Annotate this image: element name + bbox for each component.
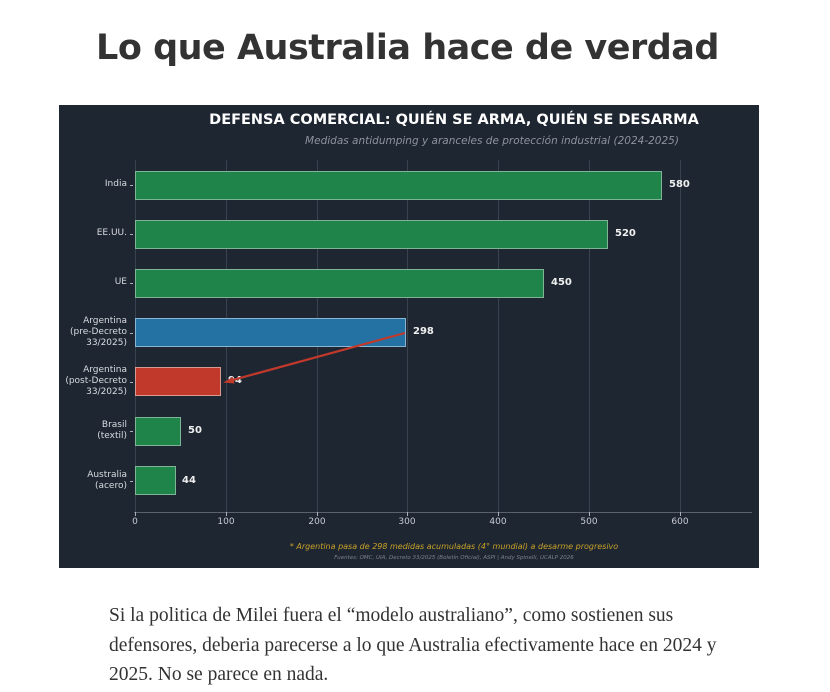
- chart-title: DEFENSA COMERCIAL: QUIÉN SE ARMA, QUIÉN …: [209, 112, 699, 128]
- x-axis: [134, 512, 752, 513]
- x-tick: [680, 512, 681, 516]
- x-tick: [135, 512, 136, 516]
- plot-area: 0 100 200 300 400 500 600 India 580 EE.U…: [59, 105, 759, 568]
- x-tick-label: 300: [398, 517, 416, 527]
- bar-australia: [135, 466, 176, 495]
- article-paragraph: Si la politica de Milei fuera el “modelo…: [109, 605, 717, 685]
- bar-value-ue: 450: [551, 277, 572, 288]
- page-title: Lo que Australia hace de verdad: [96, 28, 719, 68]
- y-tick: [130, 481, 133, 482]
- bar-argentina-post: [135, 367, 221, 396]
- chart-footnote: * Argentina pasa de 298 medidas acumulad…: [289, 542, 619, 551]
- y-label-eeuu: EE.UU.: [96, 228, 127, 238]
- x-tick-label: 100: [217, 517, 235, 527]
- chart-panel: DEFENSA COMERCIAL: QUIÉN SE ARMA, QUIÉN …: [59, 105, 759, 568]
- bar-eeuu: [135, 220, 608, 249]
- y-tick: [130, 283, 133, 284]
- y-label-india: India: [104, 179, 127, 189]
- chart-source: Fuentes: OMC, UIA, Decreto 33/2025 (Bole…: [334, 555, 574, 561]
- x-tick-label: 0: [132, 517, 138, 527]
- bar-value-eeuu: 520: [615, 228, 636, 239]
- bar-ue: [135, 269, 544, 298]
- chart-subtitle: Medidas antidumping y aranceles de prote…: [305, 135, 679, 147]
- gridline: [407, 160, 408, 513]
- x-tick-label: 400: [489, 517, 507, 527]
- bar-value-australia: 44: [182, 475, 196, 486]
- gridline: [498, 160, 499, 513]
- y-label-brasil: Brasil (textil): [97, 420, 127, 441]
- gridline: [680, 160, 681, 513]
- gridline: [589, 160, 590, 513]
- y-label-ue: UE: [114, 277, 127, 287]
- y-tick: [130, 333, 133, 334]
- y-tick: [130, 234, 133, 235]
- x-tick-label: 500: [580, 517, 598, 527]
- y-tick: [130, 431, 133, 432]
- bar-brasil: [135, 417, 181, 446]
- y-label-argentina-post: Argentina (post-Decreto 33/2025): [65, 365, 127, 397]
- x-tick: [317, 512, 318, 516]
- y-label-argentina-pre: Argentina (pre-Decreto 33/2025): [69, 316, 127, 348]
- x-tick: [498, 512, 499, 516]
- x-tick: [589, 512, 590, 516]
- bar-value-argentina-pre: 298: [413, 326, 434, 337]
- x-tick-label: 200: [308, 517, 326, 527]
- bar-value-india: 580: [669, 179, 690, 190]
- bar-argentina-pre: [135, 318, 406, 347]
- x-tick: [407, 512, 408, 516]
- x-tick-label: 600: [671, 517, 689, 527]
- bar-india: [135, 171, 662, 200]
- bar-value-brasil: 50: [188, 425, 202, 436]
- y-label-australia: Australia (acero): [87, 470, 127, 491]
- decline-arrow-icon: [223, 331, 406, 384]
- y-tick: [130, 185, 133, 186]
- x-tick: [226, 512, 227, 516]
- y-tick: [130, 382, 133, 383]
